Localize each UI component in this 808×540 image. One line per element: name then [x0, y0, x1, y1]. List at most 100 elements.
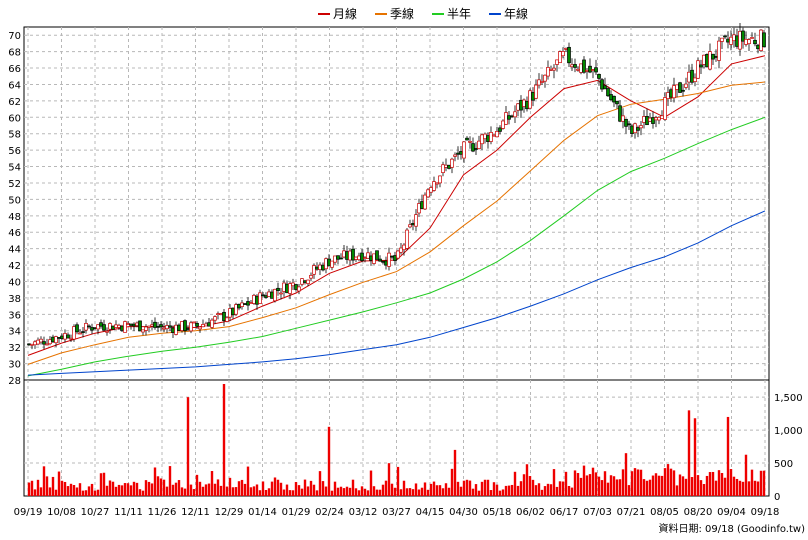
candle-body	[285, 283, 289, 294]
candle-body	[198, 326, 202, 330]
candle-body	[300, 278, 304, 285]
volume-bar	[450, 468, 454, 496]
volume-bar	[216, 479, 220, 496]
candle-body	[672, 85, 676, 99]
volume-bar	[411, 489, 415, 496]
x-tick-label: 03/12	[349, 507, 378, 518]
volume-bar	[57, 471, 61, 496]
volume-bar	[540, 489, 544, 496]
volume-bar	[60, 480, 64, 496]
candle-body	[258, 292, 262, 304]
candle-body	[294, 284, 298, 290]
candle-body	[618, 105, 622, 122]
candle-body	[660, 115, 664, 119]
volume-bar	[399, 489, 403, 496]
x-tick-label: 07/03	[583, 507, 612, 518]
candle-body	[192, 321, 196, 324]
volume-bar	[447, 487, 451, 496]
candle-body	[330, 260, 334, 268]
candle-body	[270, 291, 274, 299]
volume-bar	[264, 489, 268, 496]
candle-body	[243, 303, 247, 305]
volume-bar	[291, 490, 295, 496]
volume-bar	[711, 471, 715, 496]
candle-body	[81, 331, 85, 333]
candle-body	[51, 336, 55, 343]
candle-body	[687, 71, 691, 83]
price-tick-label: 70	[8, 31, 21, 42]
candle-body	[756, 44, 760, 50]
candle-body	[729, 36, 733, 45]
candle-body	[720, 37, 724, 42]
volume-bar	[555, 486, 559, 496]
candle-body	[99, 322, 103, 327]
candle-body	[576, 68, 580, 71]
volume-bar	[594, 472, 598, 496]
candle-body	[84, 323, 88, 331]
candle-body	[753, 39, 757, 45]
candle-body	[627, 123, 631, 126]
volume-bar	[645, 480, 649, 496]
candle-body	[705, 53, 709, 68]
volume-bar	[222, 384, 226, 496]
volume-bar	[99, 473, 103, 496]
volume-bar	[351, 479, 355, 496]
x-tick-label: 12/11	[181, 507, 210, 518]
volume-bar	[456, 481, 460, 496]
volume-bar	[198, 481, 202, 496]
volume-bar	[252, 486, 256, 496]
volume-bar	[420, 487, 424, 496]
candle-body	[657, 116, 661, 121]
candle-body	[612, 95, 616, 103]
volume-bar	[435, 485, 439, 496]
volume-panel: 0 500 1,000 1,500	[23, 379, 803, 503]
candle-body	[357, 255, 361, 261]
candle-body	[159, 324, 163, 328]
volume-bar	[702, 484, 706, 496]
x-tick-label: 04/15	[416, 507, 445, 518]
candle-body	[129, 323, 133, 326]
volume-bar	[501, 489, 505, 496]
price-tick-label: 44	[8, 245, 21, 256]
volume-bar	[477, 490, 481, 496]
volume-tick-label: 500	[774, 459, 793, 470]
price-tick-label: 66	[8, 64, 21, 75]
volume-bar	[204, 484, 208, 496]
volume-bar	[717, 470, 721, 496]
candle-body	[396, 250, 400, 259]
candle-body	[354, 256, 358, 260]
legend-label: 年線	[504, 6, 528, 21]
candle-body	[747, 39, 751, 45]
candle-body	[624, 118, 628, 127]
candle-body	[273, 288, 277, 302]
volume-bar	[444, 483, 448, 496]
candle-body	[654, 117, 658, 121]
candle-body	[156, 325, 160, 328]
volume-bar	[333, 481, 337, 496]
candle-body	[606, 88, 610, 97]
volume-bar	[612, 476, 616, 496]
volume-bar	[210, 471, 214, 496]
x-tick-label: 02/24	[315, 507, 344, 518]
candle-body	[558, 51, 562, 64]
candle-body	[579, 63, 583, 73]
volume-bar	[195, 474, 199, 496]
volume-bar	[561, 481, 565, 496]
volume-bar	[231, 487, 235, 496]
candle-body	[645, 116, 649, 126]
candle-body	[93, 327, 97, 329]
candle-body	[573, 64, 577, 68]
volume-bar	[159, 478, 163, 496]
price-tick-label: 30	[8, 360, 21, 371]
candle-body	[663, 97, 667, 120]
candle-body	[540, 81, 544, 83]
volume-bar	[84, 490, 88, 496]
volume-bar	[51, 476, 55, 496]
candle-body	[309, 275, 313, 279]
volume-bar	[597, 476, 601, 496]
candle-body	[741, 30, 745, 42]
candle-body	[135, 322, 139, 326]
volume-bar	[45, 476, 49, 496]
volume-bar	[387, 463, 391, 496]
candle-body	[210, 319, 214, 328]
